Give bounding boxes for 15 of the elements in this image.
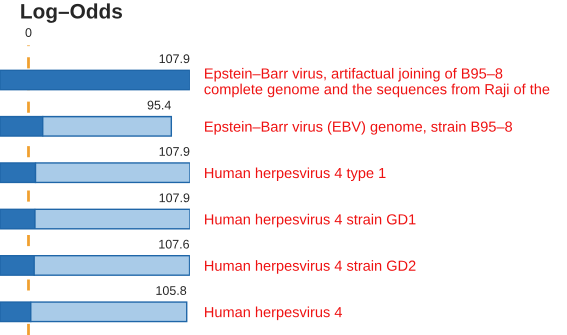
text: 107.6 bbox=[159, 240, 190, 249]
y-tick-label: Epstein–Barr virus, artifactual joining of B95–8 complete genome and the sequences from Raji of the bbox=[204, 68, 550, 98]
y-tick-label: Epstein–Barr virus (EBV) genome, strain B95–8 bbox=[205, 121, 512, 135]
bar bbox=[0, 70, 190, 90]
y-tick-label: Human herpesvirus 4 bbox=[205, 306, 342, 320]
y-tick-label: Human herpesvirus 4 strain GD1 bbox=[205, 214, 416, 228]
text: 107.9 bbox=[160, 193, 190, 202]
y-tick-label: Human herpesvirus 4 type 1 bbox=[205, 167, 386, 182]
text: 105.8 bbox=[156, 286, 186, 295]
ref-line-label: 0 bbox=[26, 28, 32, 37]
text: 107.9 bbox=[160, 54, 190, 64]
chart-title: Log–Odds bbox=[21, 3, 122, 23]
y-tick-label: Human herpesvirus 4 strain GD2 bbox=[205, 260, 416, 274]
text: 95.4 bbox=[148, 100, 171, 110]
text: 107.9 bbox=[160, 147, 190, 156]
